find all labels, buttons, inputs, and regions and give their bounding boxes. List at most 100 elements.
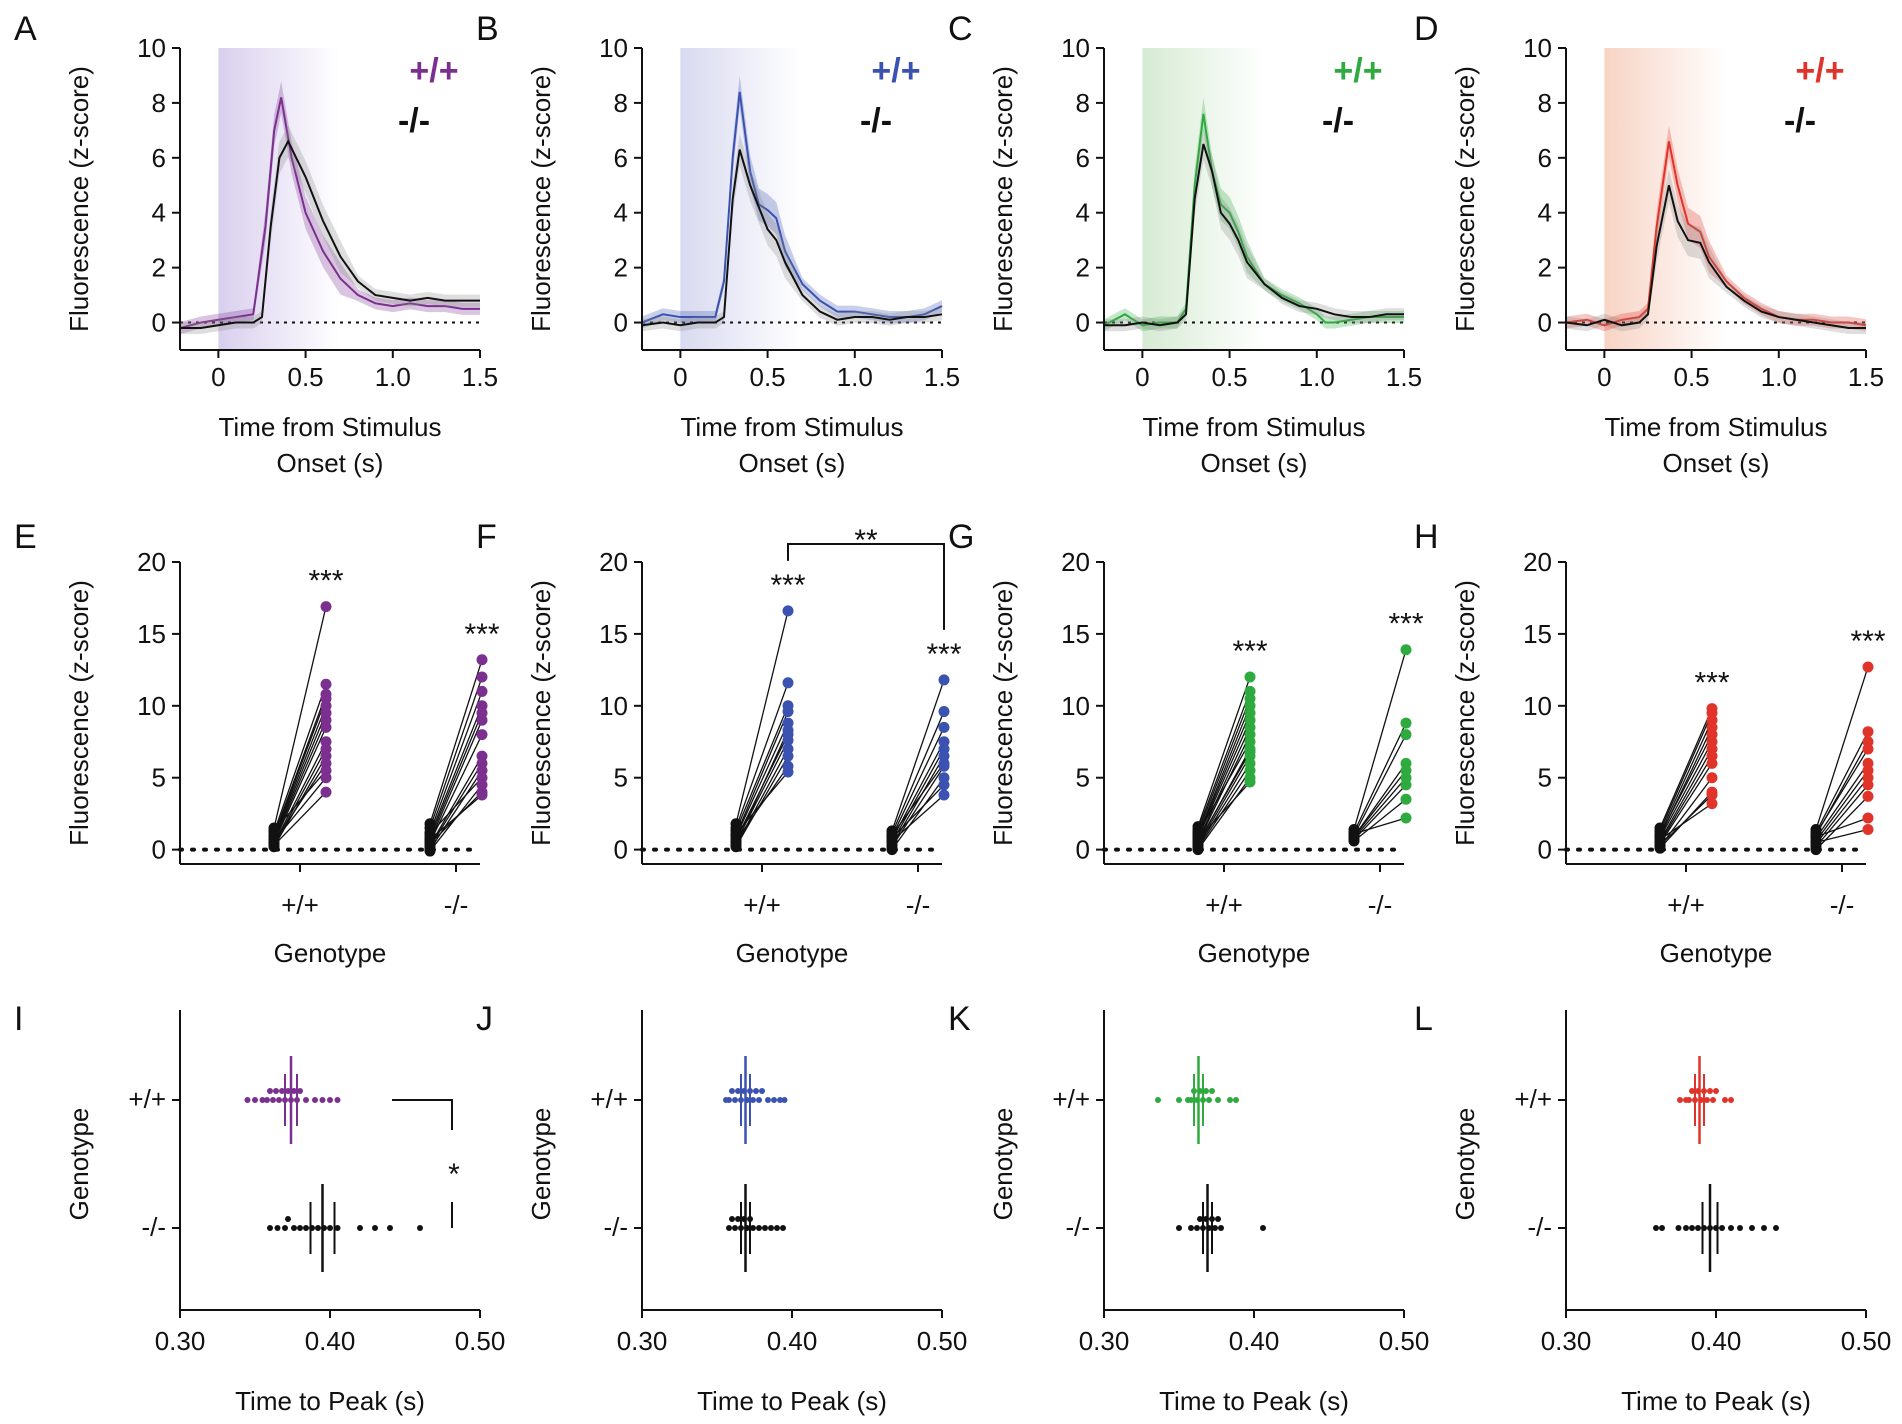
data-point xyxy=(732,1225,738,1231)
y-tick-label: 2 xyxy=(614,253,628,283)
response-point xyxy=(1862,823,1874,835)
y-tick-label: 8 xyxy=(1076,88,1090,118)
legend-wt: +/+ xyxy=(871,52,920,90)
response-point xyxy=(1400,729,1412,741)
response-point xyxy=(1400,812,1412,824)
x-tick-label: 0 xyxy=(1135,362,1149,392)
data-point xyxy=(1675,1225,1682,1231)
data-point xyxy=(417,1225,423,1231)
significance-marker: *** xyxy=(926,638,961,671)
response-point xyxy=(1706,789,1718,801)
pair-line xyxy=(273,684,327,833)
response-point xyxy=(476,789,488,801)
data-point xyxy=(1194,1225,1200,1231)
data-point xyxy=(334,1225,341,1231)
y-tick-label: 0 xyxy=(152,835,166,865)
baseline-point xyxy=(1654,829,1666,841)
data-point xyxy=(285,1216,291,1222)
response-point xyxy=(1244,746,1256,758)
pair-line xyxy=(429,676,483,829)
data-point xyxy=(276,1097,282,1103)
y-tick-label: 5 xyxy=(152,763,166,793)
data-point xyxy=(1695,1225,1701,1231)
data-point xyxy=(1215,1097,1221,1103)
data-point xyxy=(297,1088,303,1094)
data-point xyxy=(1215,1216,1221,1222)
y-tick-label: 6 xyxy=(152,143,166,173)
pair-line xyxy=(891,679,945,832)
significance-marker: *** xyxy=(1388,608,1423,641)
pair-line xyxy=(891,755,945,846)
between-significance: ** xyxy=(854,524,878,557)
pair-line xyxy=(429,770,483,850)
data-point xyxy=(1761,1225,1767,1231)
x-category-label: -/- xyxy=(444,890,469,920)
data-point xyxy=(319,1097,326,1103)
pair-line xyxy=(429,712,483,839)
panel-b: B 0 2 4 6 8 10 0 0.5 1.0 1.5 Time from Stimulus Onse… xyxy=(476,10,960,478)
y-axis-title: Fluorescence (z-score) xyxy=(988,580,1018,846)
pair-line xyxy=(273,791,327,846)
response-point xyxy=(1400,793,1412,805)
data-point xyxy=(1737,1225,1743,1231)
x-tick-label: 0.50 xyxy=(1379,1326,1430,1356)
data-point xyxy=(327,1225,333,1231)
baseline-point xyxy=(886,844,898,856)
pair-line xyxy=(273,712,327,840)
response-point xyxy=(782,750,794,762)
data-point xyxy=(327,1097,333,1103)
sem-band-ko xyxy=(1566,169,1866,335)
x-category-label: -/- xyxy=(906,890,931,920)
response-point xyxy=(320,772,332,784)
y-tick-label: 8 xyxy=(152,88,166,118)
panel-c: C 0 2 4 6 8 10 0 0.5 1.0 1.5 Time from Stimulus Onse… xyxy=(948,10,1422,478)
response-point xyxy=(1862,726,1874,738)
legend-wt: +/+ xyxy=(1333,52,1382,90)
x-axis-title: Genotype xyxy=(1198,938,1311,968)
baseline-point xyxy=(268,825,280,837)
sem-band-wt xyxy=(180,81,480,335)
y-tick-label: 0 xyxy=(614,835,628,865)
y-tick-label: 10 xyxy=(137,691,166,721)
pair-line xyxy=(891,727,945,837)
comparison-bracket xyxy=(787,543,945,630)
data-point xyxy=(1197,1216,1203,1222)
pair-line xyxy=(429,719,483,842)
panel-letter: I xyxy=(14,1000,23,1038)
pair-line xyxy=(1659,794,1713,846)
y-tick-label: 6 xyxy=(1538,143,1552,173)
data-point xyxy=(1203,1088,1209,1094)
pair-line xyxy=(891,711,945,835)
response-point xyxy=(1244,776,1256,788)
data-point xyxy=(1728,1097,1734,1103)
panel-j: J +/+ -/- 0.30 0.40 0.50 Time to Peak (s) Genot… xyxy=(476,1000,967,1416)
pair-line xyxy=(1353,649,1407,830)
x-axis-title: Time from Stimulus xyxy=(681,412,904,442)
data-point xyxy=(282,1225,288,1231)
y-tick-label: 0 xyxy=(152,308,166,338)
pair-line xyxy=(735,705,789,832)
pair-line xyxy=(273,606,327,829)
trace-wt xyxy=(1565,141,1867,327)
data-point xyxy=(291,1225,297,1231)
x-tick-label: 0.40 xyxy=(1229,1326,1280,1356)
pair-line xyxy=(429,777,483,835)
pair-line xyxy=(1353,777,1407,839)
pair-line xyxy=(1353,762,1407,838)
data-point xyxy=(1677,1097,1683,1103)
response-point xyxy=(1706,798,1718,810)
legend-wt: +/+ xyxy=(1795,52,1844,90)
y-tick-label: 8 xyxy=(1538,88,1552,118)
data-point xyxy=(1209,1088,1215,1094)
pair-line xyxy=(1197,770,1251,849)
data-point xyxy=(285,1088,291,1094)
pair-line xyxy=(891,777,945,850)
response-point xyxy=(476,772,488,784)
sem-band-ko xyxy=(180,125,480,335)
pair-line xyxy=(735,610,789,824)
data-point xyxy=(273,1088,279,1094)
data-point xyxy=(1689,1088,1695,1094)
panel-h: H *** *** 0 5 10 15 20 +/+ -/- Genotype Fluorescenc… xyxy=(1414,518,1886,968)
trace-wt xyxy=(179,97,480,330)
response-point xyxy=(1706,772,1718,784)
